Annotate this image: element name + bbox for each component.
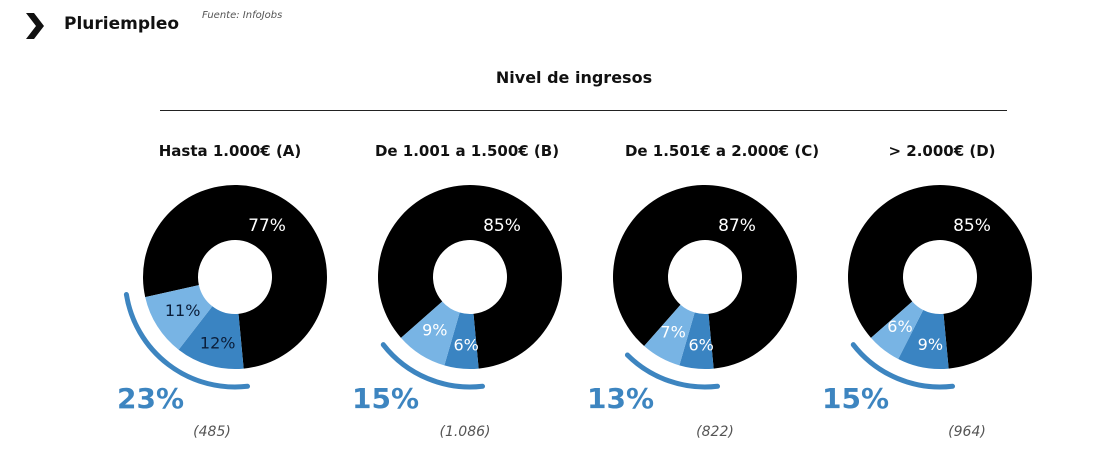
total-pct-b: 15% (352, 382, 420, 415)
total-pct-c: 13% (587, 382, 655, 415)
label-main-pct-b: 85% (483, 216, 521, 236)
chevron-right-icon (26, 13, 44, 39)
sample-size-c: (822) (696, 424, 734, 440)
sample-size-b: (1.086) (439, 424, 491, 440)
label-light-pct-d: 6% (887, 317, 912, 336)
donut-segment-mid-blue-d (898, 309, 949, 369)
label-mid-pct-b: 6% (453, 336, 478, 355)
total-pct-a: 23% (117, 382, 185, 415)
highlight-arc-d (850, 342, 956, 390)
sample-size-a: (485) (193, 424, 231, 440)
sample-size-d: (964) (948, 424, 986, 440)
category-label-c: De 1.501€ a 2.000€ (C) (624, 142, 820, 160)
highlight-arc-a (123, 292, 251, 390)
label-main-pct-c: 87% (718, 216, 756, 236)
category-label-a: Hasta 1.000€ (A) (158, 142, 302, 160)
highlight-arc-b (380, 342, 486, 390)
label-light-pct-c: 7% (660, 322, 685, 341)
donut-segment-light-blue-b (400, 301, 460, 366)
total-pct-d: 15% (822, 382, 890, 415)
label-main-pct-d: 85% (953, 216, 991, 236)
label-mid-pct-d: 9% (918, 335, 943, 354)
donut-segment-black-d (848, 184, 1032, 369)
source-note: Fuente: InfoJobs (202, 10, 283, 21)
label-light-pct-b: 9% (422, 320, 447, 339)
donut-segment-light-blue-a (145, 285, 213, 350)
donut-segment-black-c (612, 185, 797, 369)
section-title: Nivel de ingresos (495, 68, 653, 87)
highlight-arc-c (624, 352, 721, 390)
category-label-d: > 2.000€ (D) (888, 142, 996, 160)
donut-segment-light-blue-d (870, 301, 924, 359)
donut-segment-light-blue-c (644, 304, 695, 366)
donut-segment-black-a (142, 185, 327, 369)
label-mid-pct-c: 6% (688, 336, 713, 355)
divider (160, 110, 1007, 111)
category-label-b: De 1.001 a 1.500€ (B) (374, 142, 560, 160)
donut-segment-mid-blue-b (444, 312, 479, 369)
label-light-pct-a: 11% (165, 301, 201, 320)
label-mid-pct-a: 12% (200, 334, 236, 353)
label-main-pct-a: 77% (248, 216, 286, 236)
donut-segment-mid-blue-c (679, 312, 714, 369)
page-title: Pluriempleo (64, 14, 180, 34)
donut-segment-black-b (378, 184, 562, 369)
donut-segment-mid-blue-a (178, 306, 244, 370)
